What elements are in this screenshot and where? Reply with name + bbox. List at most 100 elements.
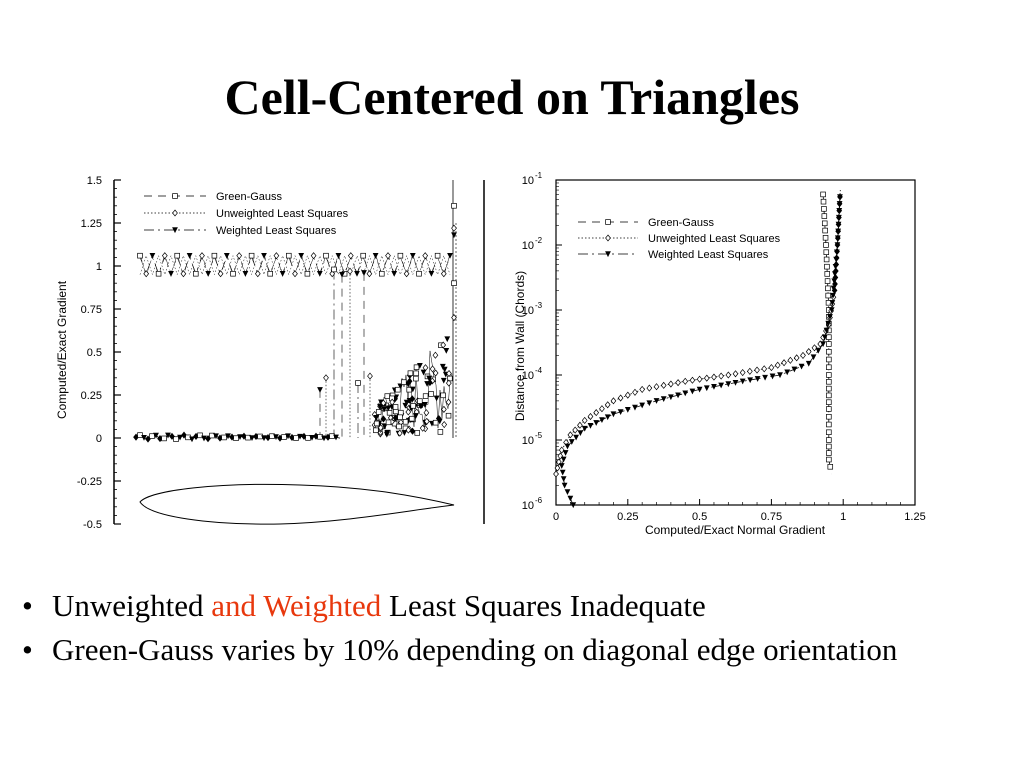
square-marker xyxy=(822,235,829,241)
triangle-marker xyxy=(682,390,689,397)
diamond-marker xyxy=(347,252,354,260)
diamond-marker xyxy=(366,270,373,278)
square-marker xyxy=(355,380,361,386)
triangle-marker xyxy=(605,251,611,258)
gradient-ratio-chart: 1.5 1.25 1 0.75 0.5 0.25 0 -0.25 -0.5 Green-Gaus… xyxy=(55,175,485,531)
diamond-marker xyxy=(423,409,430,417)
triangle-marker xyxy=(617,409,624,415)
airfoil-outline xyxy=(139,483,455,525)
diamond-marker xyxy=(703,374,710,382)
legend-label: Unweighted Least Squares xyxy=(216,208,349,220)
diamond-marker xyxy=(558,446,565,454)
diamond-marker xyxy=(445,379,452,387)
triangle-marker xyxy=(317,387,323,393)
diamond-marker xyxy=(169,432,175,440)
triangle-marker xyxy=(417,403,424,410)
diamond-marker xyxy=(422,252,429,260)
square-marker xyxy=(434,252,441,259)
square-marker xyxy=(826,456,832,463)
diamond-marker xyxy=(392,414,399,422)
diamond-marker xyxy=(577,421,583,429)
triangle-marker xyxy=(172,227,178,234)
square-marker xyxy=(248,252,255,259)
diamond-marker xyxy=(793,354,800,362)
square-marker xyxy=(384,393,391,399)
diamond-marker xyxy=(675,379,681,387)
diamond-marker xyxy=(617,394,624,402)
triangle-marker xyxy=(298,252,305,259)
square-marker xyxy=(437,429,444,435)
right-y-tick-label: 10 xyxy=(522,370,534,382)
diamond-marker xyxy=(377,424,384,432)
square-marker xyxy=(398,409,404,416)
square-marker xyxy=(820,198,827,205)
triangle-marker xyxy=(825,320,832,327)
square-marker xyxy=(820,191,826,198)
triangle-marker xyxy=(153,432,159,439)
square-marker xyxy=(293,435,299,441)
diamond-marker xyxy=(811,344,818,352)
diamond-marker xyxy=(181,431,187,439)
square-marker xyxy=(155,270,162,277)
square-marker xyxy=(407,370,414,376)
series-green-gauss xyxy=(820,191,834,475)
diamond-marker xyxy=(380,415,387,423)
triangle-marker xyxy=(383,431,390,438)
right-x-tick-label: 0.25 xyxy=(617,511,638,523)
triangle-marker xyxy=(836,207,843,214)
diamond-marker xyxy=(639,385,646,393)
diamond-marker xyxy=(419,424,426,432)
triangle-marker xyxy=(820,341,826,348)
square-marker xyxy=(826,334,832,340)
triangle-marker xyxy=(558,463,565,469)
triangle-marker xyxy=(667,394,674,401)
right-y-tick-label: 10 xyxy=(522,175,534,187)
triangle-marker xyxy=(309,435,315,441)
diamond-marker xyxy=(768,364,775,372)
left-y-tick-label: 1.5 xyxy=(87,175,102,187)
square-marker xyxy=(826,429,832,435)
triangle-marker xyxy=(377,403,383,410)
triangle-marker xyxy=(561,482,568,489)
square-marker xyxy=(401,379,407,385)
triangle-marker xyxy=(141,434,147,441)
diamond-marker xyxy=(747,367,753,375)
diamond-marker xyxy=(689,376,696,384)
diamond-marker xyxy=(236,252,243,260)
square-marker xyxy=(402,419,409,425)
right-y-tick-exponent: -6 xyxy=(535,496,543,505)
triangle-marker xyxy=(784,369,791,376)
triangle-marker xyxy=(660,396,667,403)
triangle-marker xyxy=(225,433,231,440)
square-marker xyxy=(826,372,832,378)
diamond-marker xyxy=(254,270,261,278)
diamond-marker xyxy=(754,366,760,374)
square-marker xyxy=(826,437,832,443)
square-marker xyxy=(822,227,828,234)
diamond-marker xyxy=(774,361,781,369)
triangle-marker xyxy=(570,502,577,509)
square-marker xyxy=(416,270,422,277)
triangle-marker xyxy=(632,404,638,411)
triangle-marker xyxy=(836,214,842,221)
diamond-marker xyxy=(696,375,703,383)
right-y-tick-label: 10 xyxy=(522,435,534,447)
square-marker xyxy=(432,419,439,426)
square-marker xyxy=(281,434,287,440)
square-marker xyxy=(428,391,434,397)
triangle-marker xyxy=(443,347,450,354)
triangle-marker xyxy=(837,194,843,201)
triangle-marker xyxy=(273,434,279,441)
diamond-marker xyxy=(367,372,373,380)
triangle-marker xyxy=(381,423,388,430)
triangle-marker xyxy=(777,372,783,379)
left-y-tick-label: 0 xyxy=(96,433,102,445)
triangle-marker xyxy=(213,433,219,440)
square-marker xyxy=(397,414,403,420)
square-marker xyxy=(826,379,832,385)
triangle-marker xyxy=(832,263,839,270)
diamond-marker xyxy=(567,431,574,439)
left-chart-series xyxy=(133,180,457,443)
triangle-marker xyxy=(559,469,566,476)
diamond-marker xyxy=(646,384,653,392)
